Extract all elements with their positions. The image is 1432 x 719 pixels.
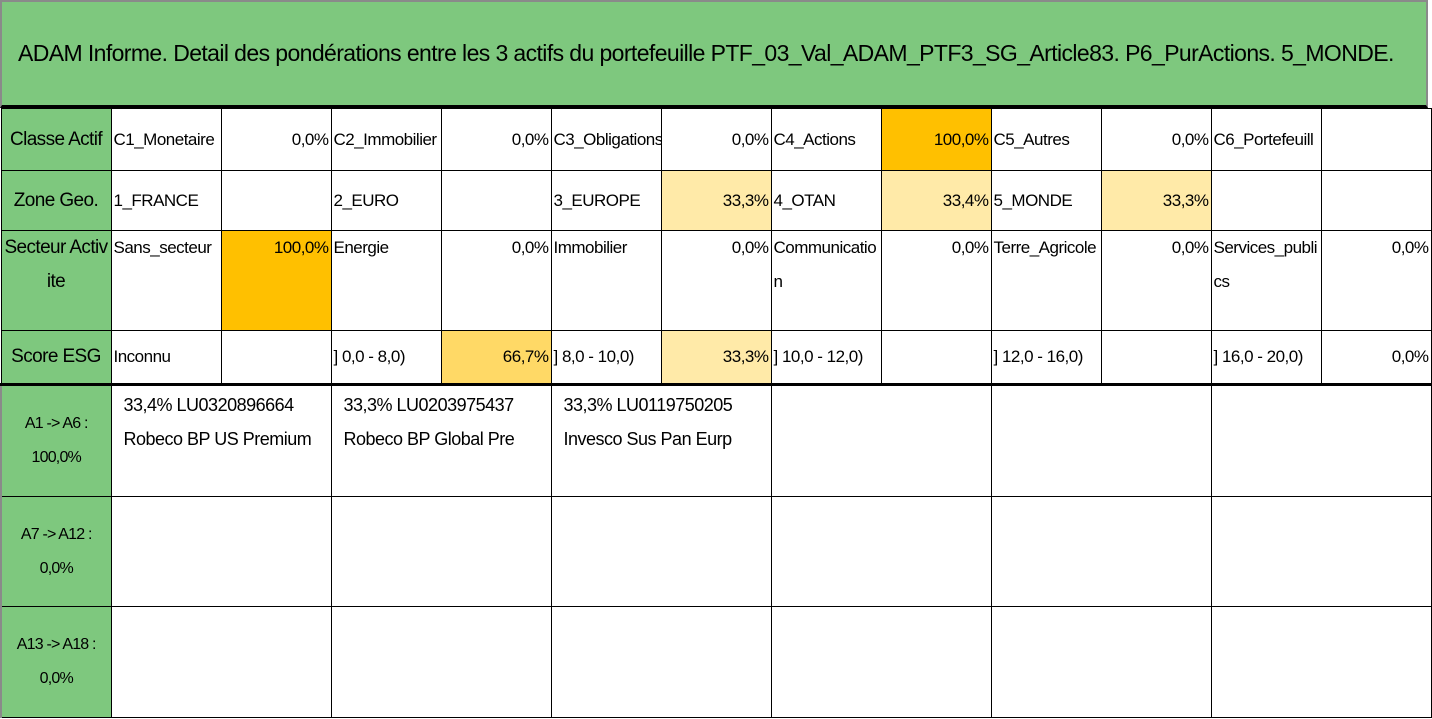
asset-name: Robeco BP Global Pre xyxy=(343,429,515,449)
asset-group-header[interactable]: A1 -> A6 : 100,0% xyxy=(0,384,112,497)
cell-value[interactable] xyxy=(1320,170,1432,231)
cell-value[interactable]: 100,0% xyxy=(880,108,992,171)
cell-label[interactable]: C4_Actions xyxy=(770,108,882,171)
cell-value[interactable]: 0,0% xyxy=(1320,230,1432,331)
asset-cell[interactable] xyxy=(330,606,552,718)
asset-cell[interactable] xyxy=(1210,384,1432,497)
cell-value[interactable]: 0,0% xyxy=(1100,230,1212,331)
cell-label[interactable]: 3_EUROPE xyxy=(550,170,662,231)
cell-value[interactable]: 33,4% xyxy=(880,170,992,231)
cell-label[interactable]: ] 0,0 - 8,0) xyxy=(330,330,442,386)
cell-label[interactable]: Energie xyxy=(330,230,442,331)
cell-label[interactable]: 2_EURO xyxy=(330,170,442,231)
asset-cell[interactable] xyxy=(770,384,992,497)
cell-value[interactable]: 0,0% xyxy=(880,230,992,331)
asset-cell[interactable] xyxy=(1210,496,1432,607)
cell-value[interactable] xyxy=(220,330,332,386)
asset-cell[interactable] xyxy=(550,606,772,718)
row-asset-group-2: A7 -> A12 : 0,0% xyxy=(0,496,1432,607)
cell-value[interactable]: 0,0% xyxy=(440,108,552,171)
cell-value[interactable]: 0,0% xyxy=(660,230,772,331)
cell-value[interactable]: 33,3% xyxy=(660,330,772,386)
asset-cell[interactable]: 33,3% LU0119750205 Invesco Sus Pan Eurp xyxy=(550,384,772,497)
asset-cell[interactable] xyxy=(1210,606,1432,718)
cell-value[interactable]: 0,0% xyxy=(1320,330,1432,386)
row-header-score-esg[interactable]: Score ESG xyxy=(0,330,112,386)
cell-value[interactable]: 0,0% xyxy=(660,108,772,171)
asset-group-header[interactable]: A13 -> A18 : 0,0% xyxy=(0,606,112,718)
report-title: ADAM Informe. Detail des pondérations en… xyxy=(0,0,1428,108)
asset-cell[interactable] xyxy=(990,384,1212,497)
asset-group-header[interactable]: A7 -> A12 : 0,0% xyxy=(0,496,112,607)
row-header-classe-actif[interactable]: Classe Actif xyxy=(0,108,112,171)
cell-value[interactable]: 33,3% xyxy=(1100,170,1212,231)
cell-label[interactable]: ] 10,0 - 12,0) xyxy=(770,330,882,386)
cell-value[interactable]: 100,0% xyxy=(220,230,332,331)
asset-cell[interactable] xyxy=(110,606,332,718)
cell-value[interactable] xyxy=(440,170,552,231)
cell-label[interactable]: 1_FRANCE xyxy=(110,170,222,231)
cell-label[interactable]: 4_OTAN xyxy=(770,170,882,231)
cell-label[interactable]: ] 16,0 - 20,0) xyxy=(1210,330,1322,386)
asset-weight-isin: 33,3% LU0203975437 xyxy=(343,395,515,415)
cell-label[interactable]: Services_publics xyxy=(1210,230,1322,331)
cell-label[interactable] xyxy=(1210,170,1322,231)
asset-cell[interactable] xyxy=(770,606,992,718)
cell-label[interactable]: Inconnu xyxy=(110,330,222,386)
cell-value[interactable]: 66,7% xyxy=(440,330,552,386)
cell-label[interactable]: Communication xyxy=(770,230,882,331)
weights-table: Classe Actif C1_Monetaire 0,0% C2_Immobi… xyxy=(0,108,1432,718)
row-header-secteur-activite[interactable]: Secteur Activite xyxy=(0,230,112,331)
cell-value[interactable] xyxy=(880,330,992,386)
cell-value[interactable]: 0,0% xyxy=(1100,108,1212,171)
asset-name: Invesco Sus Pan Eurp xyxy=(563,429,733,449)
asset-cell[interactable]: 33,3% LU0203975437 Robeco BP Global Pre xyxy=(330,384,552,497)
cell-label[interactable]: ] 8,0 - 10,0) xyxy=(550,330,662,386)
asset-cell[interactable] xyxy=(550,496,772,607)
cell-label[interactable]: C6_Portefeuill xyxy=(1210,108,1322,171)
cell-label[interactable]: Terre_Agricole xyxy=(990,230,1102,331)
asset-name: Robeco BP US Premium xyxy=(123,429,312,449)
row-classe-actif: Classe Actif C1_Monetaire 0,0% C2_Immobi… xyxy=(0,108,1432,171)
row-zone-geo: Zone Geo. 1_FRANCE 2_EURO 3_EUROPE 33,3%… xyxy=(0,170,1432,231)
cell-label[interactable]: C1_Monetaire xyxy=(110,108,222,171)
cell-label[interactable]: Immobilier xyxy=(550,230,662,331)
cell-value[interactable] xyxy=(1100,330,1212,386)
cell-value[interactable]: 0,0% xyxy=(220,108,332,171)
cell-value[interactable] xyxy=(1320,108,1432,171)
row-asset-group-3: A13 -> A18 : 0,0% xyxy=(0,606,1432,718)
row-score-esg: Score ESG Inconnu ] 0,0 - 8,0) 66,7% ] 8… xyxy=(0,330,1432,386)
asset-cell[interactable] xyxy=(110,496,332,607)
cell-value[interactable]: 0,0% xyxy=(440,230,552,331)
asset-cell[interactable] xyxy=(770,496,992,607)
asset-cell[interactable]: 33,4% LU0320896664 Robeco BP US Premium xyxy=(110,384,332,497)
cell-label[interactable]: 5_MONDE xyxy=(990,170,1102,231)
row-header-zone-geo[interactable]: Zone Geo. xyxy=(0,170,112,231)
row-asset-group-1: A1 -> A6 : 100,0% 33,4% LU0320896664 Rob… xyxy=(0,384,1432,497)
cell-label[interactable]: C5_Autres xyxy=(990,108,1102,171)
cell-label[interactable]: C3_Obligations xyxy=(550,108,662,171)
cell-label[interactable]: Sans_secteur xyxy=(110,230,222,331)
asset-cell[interactable] xyxy=(990,496,1212,607)
cell-value[interactable]: 33,3% xyxy=(660,170,772,231)
cell-label[interactable]: ] 12,0 - 16,0) xyxy=(990,330,1102,386)
asset-weight-isin: 33,3% LU0119750205 xyxy=(563,395,733,415)
cell-label[interactable]: C2_Immobilier xyxy=(330,108,442,171)
asset-cell[interactable] xyxy=(330,496,552,607)
row-secteur-activite: Secteur Activite Sans_secteur 100,0% Ene… xyxy=(0,230,1432,331)
cell-value[interactable] xyxy=(220,170,332,231)
asset-weight-isin: 33,4% LU0320896664 xyxy=(123,395,295,415)
asset-cell[interactable] xyxy=(990,606,1212,718)
